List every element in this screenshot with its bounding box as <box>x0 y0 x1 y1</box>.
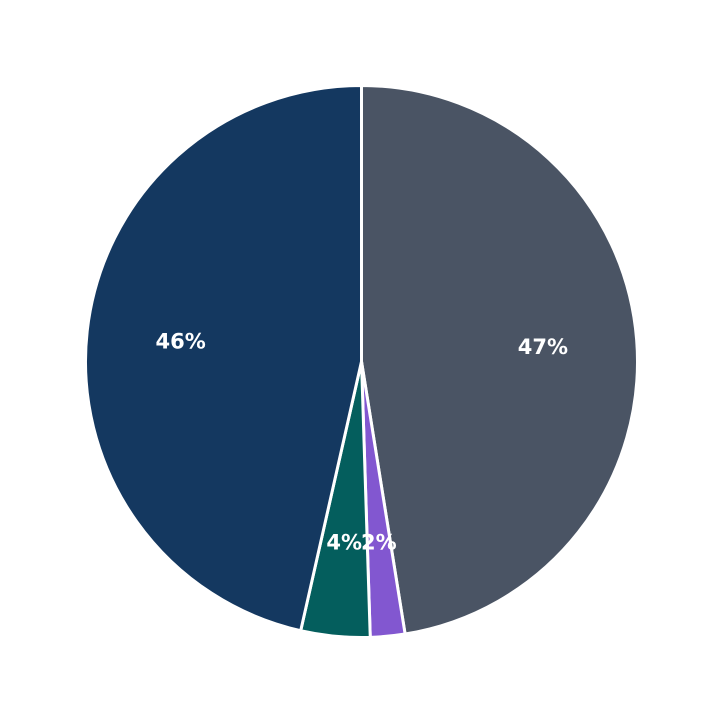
slice-label-1: 2% <box>361 531 397 555</box>
pie-slice-3 <box>84 84 363 633</box>
pie-slice-0 <box>360 84 639 636</box>
slice-label-3: 46% <box>155 329 205 353</box>
slice-label-0: 47% <box>518 335 568 359</box>
slice-label-2: 4% <box>326 531 362 555</box>
